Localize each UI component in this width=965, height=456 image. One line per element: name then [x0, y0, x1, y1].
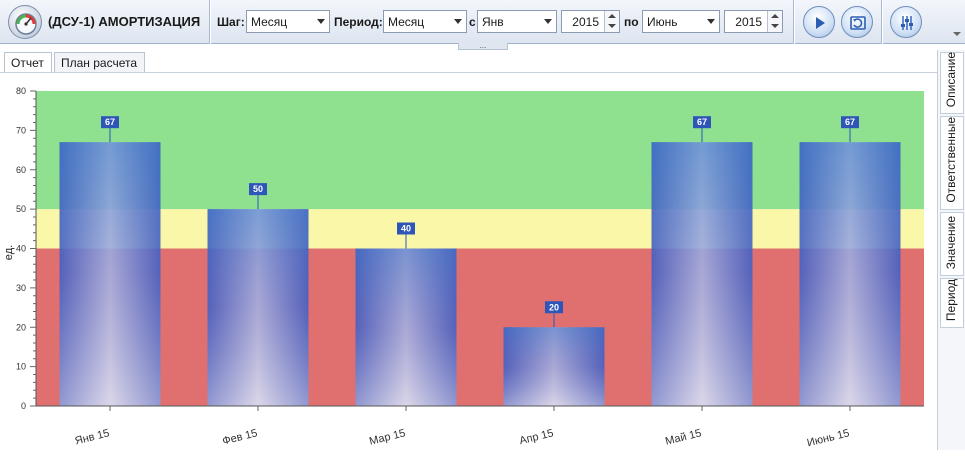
side-tab-period[interactable]: Период — [940, 278, 964, 328]
y-tick-label: 60 — [16, 165, 26, 175]
toolbar-divider — [209, 0, 210, 44]
chevron-down-icon — [707, 19, 715, 24]
bar-chart: 67 50 40 20 67 67 0 10 20 30 40 50 60 70 80 ед. Янв 15 Ф… — [3, 86, 924, 449]
x-tick-label: Янв 15 — [74, 427, 111, 447]
step-select-value: Месяц — [251, 15, 288, 29]
tab-report[interactable]: Отчет — [4, 52, 52, 72]
period-select[interactable]: Месяц — [383, 10, 467, 33]
to-year-value: 2015 — [735, 15, 762, 29]
side-tab-label: Описание — [944, 51, 958, 107]
data-label-box — [545, 301, 563, 314]
zone-yellow — [36, 209, 924, 249]
from-month-select[interactable]: Янв — [477, 10, 557, 33]
y-tick-label: 10 — [16, 362, 26, 372]
side-tab-value[interactable]: Значение — [940, 212, 964, 276]
from-year-value: 2015 — [572, 15, 599, 29]
bar-shade — [503, 327, 605, 406]
toolbar: (ДСУ-1) АМОРТИЗАЦИЯ Шаг: Месяц Период: М… — [0, 0, 965, 44]
x-tick-label: Мар 15 — [368, 427, 407, 448]
y-tick-label: 40 — [16, 244, 26, 254]
x-tick-label: Май 15 — [664, 427, 703, 448]
side-tab-label: Ответственные — [944, 117, 958, 203]
spinner-buttons[interactable] — [604, 11, 619, 32]
to-year-spinner[interactable]: 2015 — [724, 10, 783, 33]
side-tab-label: Период — [944, 278, 958, 321]
from-month-value: Янв — [482, 15, 504, 29]
x-tick-label: Июнь 15 — [806, 427, 851, 449]
side-panel: Описание Ответственные Значение Период — [937, 50, 965, 450]
side-tab-description[interactable]: Описание — [940, 52, 964, 114]
settings-sliders-icon — [901, 16, 913, 30]
settings-button[interactable] — [890, 6, 922, 38]
spinner-buttons[interactable] — [767, 11, 782, 32]
refresh-button[interactable] — [841, 6, 873, 38]
data-label: 67 — [105, 117, 115, 127]
y-tick-label: 20 — [16, 322, 26, 332]
gauge-icon — [8, 5, 42, 39]
side-tab-label: Значение — [944, 215, 958, 269]
zone-red — [36, 248, 924, 406]
app-title: (ДСУ-1) АМОРТИЗАЦИЯ — [48, 14, 201, 29]
spin-down-icon[interactable] — [608, 24, 616, 28]
data-label: 50 — [253, 184, 263, 194]
from-label: с — [469, 15, 476, 29]
y-tick-label: 70 — [16, 125, 26, 135]
side-tab-responsible[interactable]: Ответственные — [940, 116, 964, 210]
step-select[interactable]: Месяц — [246, 10, 330, 33]
toolbar-divider — [793, 0, 794, 44]
run-button[interactable] — [803, 6, 835, 38]
data-label: 67 — [845, 117, 855, 127]
spin-down-icon[interactable] — [771, 24, 779, 28]
toolbar-divider — [881, 0, 882, 44]
y-tick-label: 0 — [21, 401, 26, 411]
data-label-box — [101, 116, 119, 129]
to-month-select[interactable]: Июнь — [642, 10, 720, 33]
bar-shade — [59, 142, 161, 406]
refresh-icon — [850, 16, 866, 30]
chevron-down-icon — [544, 19, 552, 24]
step-label: Шаг: — [217, 15, 245, 29]
data-label-box — [249, 183, 267, 196]
bar-shade — [207, 209, 309, 406]
x-tick-label: Апр 15 — [518, 427, 555, 447]
y-tick-label: 80 — [16, 86, 26, 96]
data-label-box — [397, 222, 415, 235]
spin-up-icon[interactable] — [771, 14, 779, 18]
data-label: 67 — [697, 117, 707, 127]
y-axis-label: ед. — [3, 245, 15, 260]
bar-shade — [355, 248, 457, 406]
bar-shade — [651, 142, 753, 406]
zone-green — [36, 91, 924, 210]
spin-up-icon[interactable] — [608, 14, 616, 18]
tab-calc-plan[interactable]: План расчета — [54, 52, 145, 72]
period-label: Период: — [334, 15, 383, 29]
y-tick-label: 50 — [16, 204, 26, 214]
to-label: по — [624, 15, 639, 29]
y-tick-label: 30 — [16, 283, 26, 293]
collapse-grip[interactable]: ... — [458, 42, 508, 50]
period-select-value: Месяц — [388, 15, 425, 29]
data-label: 20 — [549, 302, 559, 312]
data-label-box — [693, 116, 711, 129]
chevron-down-icon — [454, 19, 462, 24]
play-icon — [816, 17, 825, 29]
x-tick-label: Фев 15 — [221, 427, 258, 447]
chevron-down-icon — [317, 19, 325, 24]
toolbar-expand-icon[interactable] — [953, 32, 961, 36]
data-label: 40 — [401, 224, 411, 234]
data-label-box — [841, 116, 859, 129]
to-month-value: Июнь — [647, 15, 678, 29]
chart-area: 67 50 40 20 67 67 0 10 20 30 40 50 60 70 80 ед. Янв 15 Ф… — [0, 72, 937, 454]
bar-shade — [799, 142, 901, 406]
from-year-spinner[interactable]: 2015 — [561, 10, 620, 33]
